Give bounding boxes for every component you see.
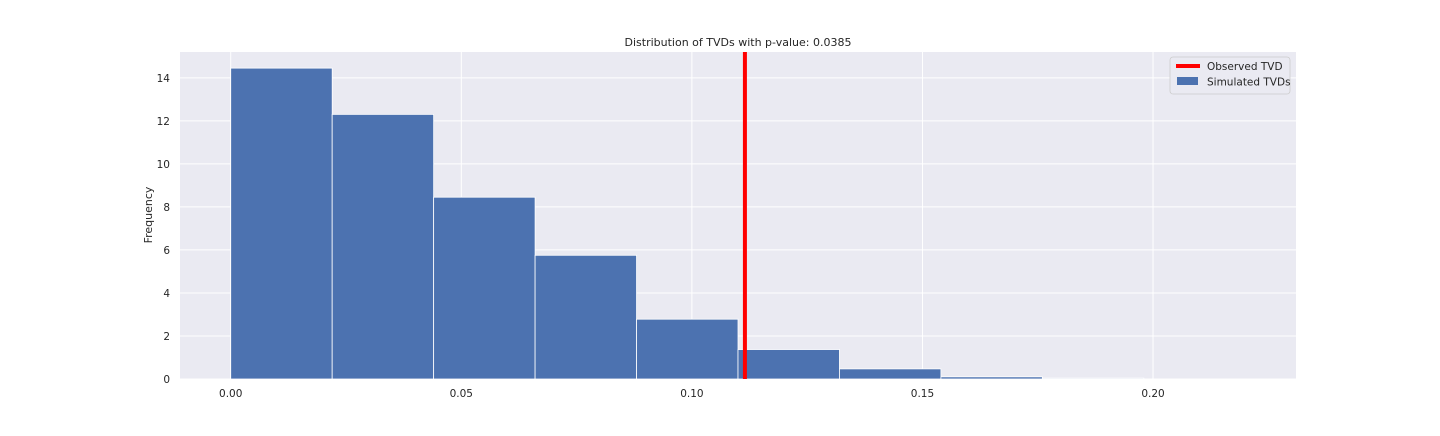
y-tick-label: 2 — [163, 331, 170, 343]
histogram-bar — [1041, 377, 1145, 380]
histogram-bar — [839, 368, 942, 380]
histogram-bar — [331, 113, 435, 380]
y-axis-ticks: 0 2 4 6 8 10 12 14 — [157, 73, 171, 386]
legend-observed-label: Observed TVD — [1207, 61, 1283, 73]
histogram-bar — [230, 67, 333, 380]
legend-simulated-label: Simulated TVDs — [1207, 77, 1291, 89]
y-tick-label: 12 — [157, 116, 170, 128]
histogram-bar — [534, 254, 637, 380]
x-tick-label: 0.20 — [1141, 388, 1164, 400]
x-tick-label: 0.05 — [450, 388, 473, 400]
legend: Observed TVD Simulated TVDs — [1169, 56, 1291, 95]
y-tick-label: 6 — [163, 245, 170, 257]
y-tick-label: 8 — [163, 202, 170, 214]
histogram-bar — [737, 349, 840, 380]
y-tick-label: 14 — [157, 73, 171, 85]
x-axis-ticks: 0.00 0.05 0.10 0.15 0.20 — [219, 388, 1165, 400]
histogram-bar — [940, 376, 1043, 380]
legend-simulated-swatch — [1177, 77, 1198, 85]
chart-title: Distribution of TVDs with p-value: 0.038… — [625, 36, 852, 49]
x-tick-label: 0.10 — [680, 388, 703, 400]
x-tick-label: 0.15 — [911, 388, 934, 400]
histogram-bars — [230, 67, 1145, 380]
histogram-bar — [433, 196, 536, 380]
histogram-bar — [636, 318, 739, 380]
y-tick-label: 4 — [163, 288, 170, 300]
x-tick-label: 0.00 — [219, 388, 242, 400]
y-tick-label: 10 — [157, 159, 170, 171]
y-axis-label: Frequency — [142, 186, 155, 243]
y-tick-label: 0 — [163, 374, 170, 386]
